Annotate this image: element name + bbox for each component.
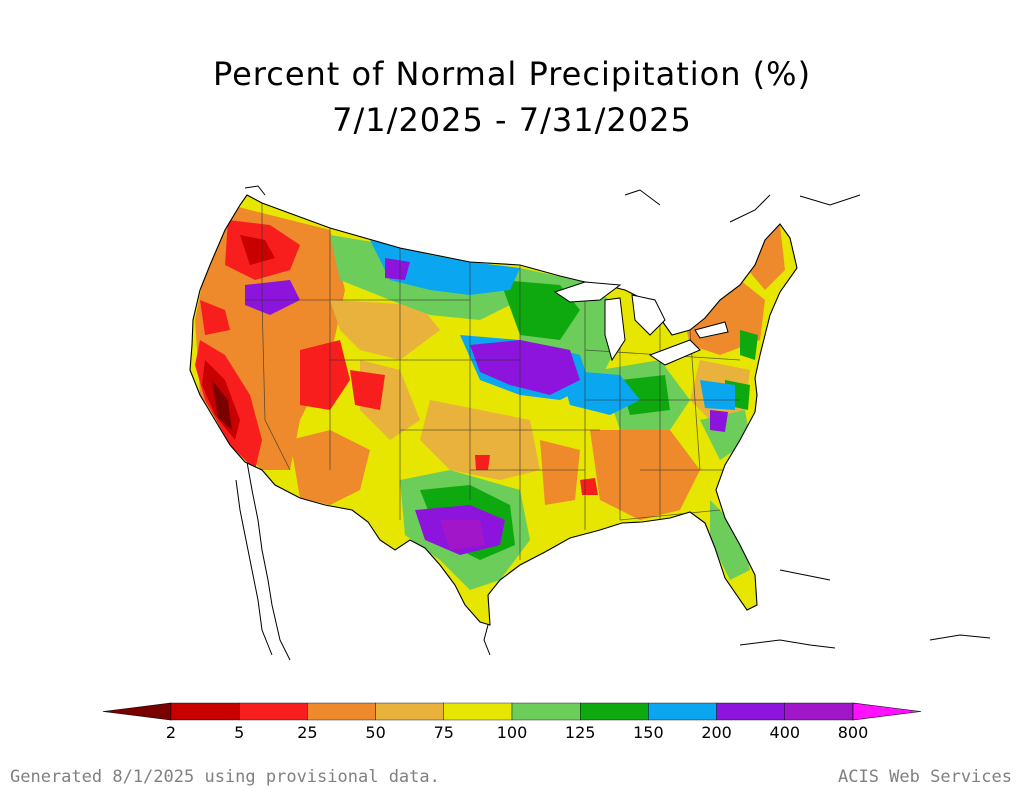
legend-swatch-5_25 [238, 702, 308, 721]
legend-swatch-2_5 [170, 702, 240, 721]
legend-swatch-100_125 [511, 702, 581, 721]
color-legend: 2 5 25 50 75 100 125 150 200 400 800 [102, 702, 922, 742]
map-date-range: 7/1/2025 - 7/31/2025 [332, 101, 692, 139]
legend-tick-label: 125 [565, 723, 596, 742]
legend-swatch-400_800 [784, 702, 854, 721]
legend-arrow-high [852, 702, 922, 721]
legend-swatch-150_200 [648, 702, 717, 721]
coastlines [235, 185, 991, 661]
legend-tick-label: 50 [365, 723, 385, 742]
legend-swatch-25_50 [307, 702, 376, 721]
legend-tick-label: 5 [234, 723, 244, 742]
map-title: Percent of Normal Precipitation (%) [212, 55, 812, 93]
legend-tick-label: 800 [838, 723, 869, 742]
legend-swatch-50_75 [375, 702, 445, 721]
legend-swatch-200_400 [716, 702, 785, 721]
legend-tick-label: 25 [297, 723, 317, 742]
legend-arrow-low [102, 702, 172, 721]
legend-tick-label: 75 [434, 723, 454, 742]
us-outline [189, 194, 798, 626]
state-borders [245, 203, 741, 560]
legend-swatch-125_150 [580, 702, 649, 721]
legend-tick-label: 150 [633, 723, 664, 742]
legend-swatch-75_100 [443, 702, 513, 721]
legend-tick-label: 100 [497, 723, 528, 742]
source-credit: ACIS Web Services [838, 767, 1012, 787]
precipitation-map [189, 185, 991, 661]
great-lakes [553, 281, 729, 366]
legend-tick-label: 400 [770, 723, 801, 742]
legend-tick-label: 200 [701, 723, 732, 742]
generated-note: Generated 8/1/2025 using provisional dat… [10, 767, 440, 787]
legend-tick-label: 2 [166, 723, 176, 742]
